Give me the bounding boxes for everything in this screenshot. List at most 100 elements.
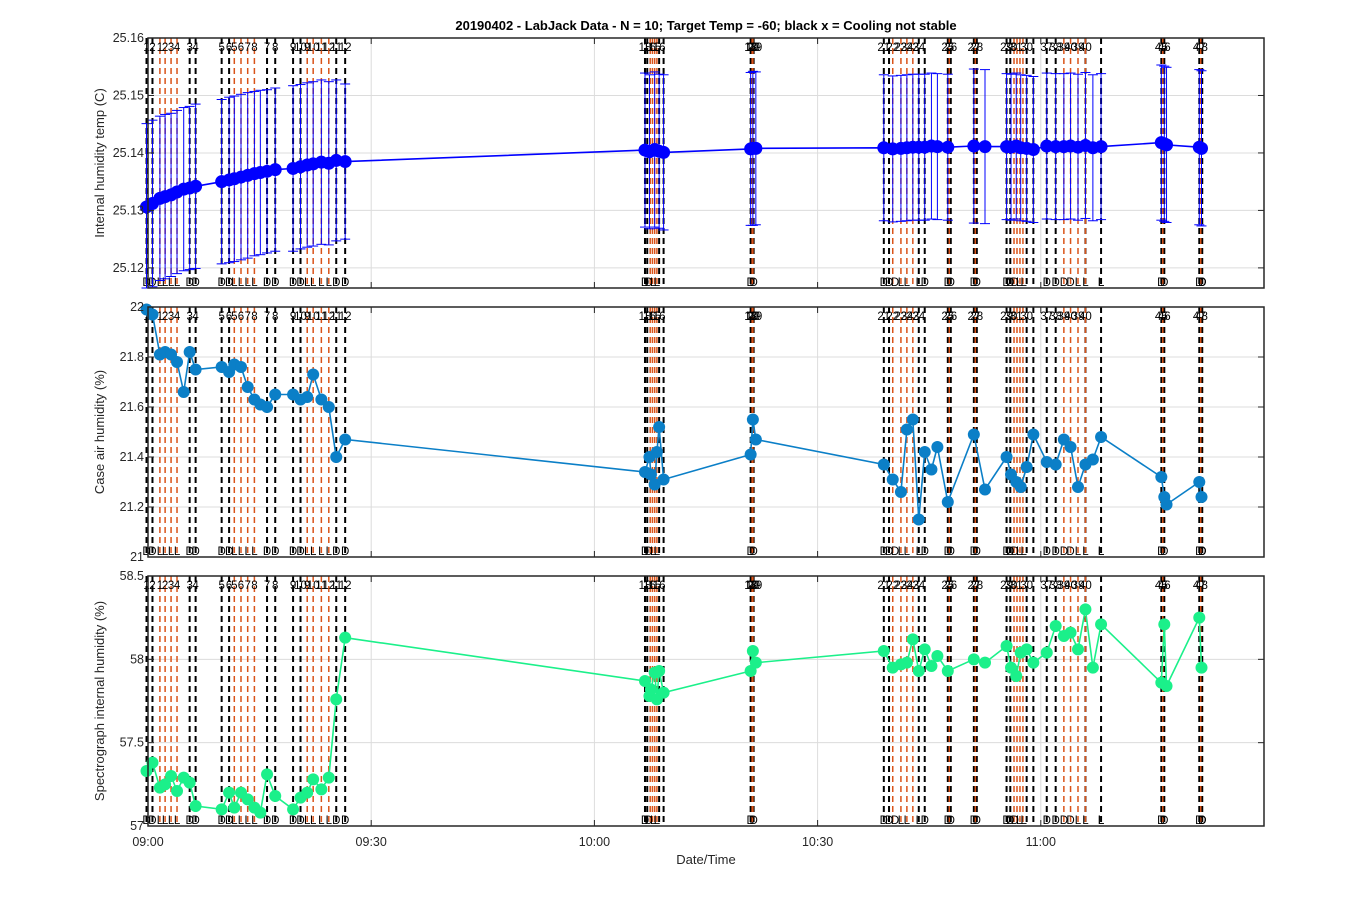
spectrograph-humidity-point — [301, 786, 314, 799]
spectrograph-humidity-point — [1064, 626, 1077, 639]
marker-top-label: 11 — [330, 311, 342, 323]
case-air-humidity-point — [648, 478, 661, 491]
marker-bottom-label: L — [168, 546, 175, 558]
marker-top-label: 20 — [747, 580, 760, 592]
spectrograph-humidity-point — [1072, 643, 1084, 656]
case-air-humidity-point — [241, 381, 254, 393]
marker-top-label: 12 — [339, 311, 352, 323]
spectrograph-humidity-point — [315, 783, 328, 796]
marker-bottom-label: L — [174, 815, 181, 827]
marker-bottom-label: L — [244, 546, 251, 558]
marker-bottom-label: D — [1043, 546, 1051, 558]
marker-top-label: 19 — [746, 42, 759, 54]
spectrograph-humidity-point — [1000, 640, 1013, 652]
marker-top-label: 40 — [1064, 580, 1077, 592]
marker-top-label: 6 — [238, 42, 244, 54]
marker-bottom-label: L — [157, 277, 164, 289]
marker-bottom-label: D — [1160, 277, 1168, 289]
marker-bottom-label: L — [1016, 815, 1023, 827]
marker-top-label: 6 — [226, 580, 232, 592]
case-air-humidity-point — [1155, 471, 1168, 483]
marker-top-label: 24 — [912, 42, 925, 54]
marker-bottom-label: L — [231, 546, 238, 558]
marker-top-label: 30 — [1020, 42, 1033, 54]
marker-bottom-label: D — [746, 546, 754, 558]
marker-top-label: 20 — [747, 311, 760, 323]
marker-top-label: 10 — [307, 580, 320, 592]
marker-bottom-label: D — [1002, 277, 1010, 289]
marker-bottom-label: L — [231, 815, 238, 827]
marker-top-label: 8 — [272, 311, 278, 323]
marker-top-label: 21 — [877, 311, 890, 323]
marker-top-label: 9 — [304, 580, 310, 592]
marker-bottom-label: D — [341, 277, 349, 289]
marker-top-label: 3 — [168, 311, 174, 323]
x-tick-label: 09:30 — [356, 835, 387, 849]
marker-top-label: 48 — [1195, 42, 1208, 54]
marker-bottom-label: D — [148, 546, 156, 558]
marker-bottom-label: L — [157, 546, 164, 558]
case-air-humidity-point — [1086, 453, 1099, 466]
marker-top-label: 28 — [970, 580, 983, 592]
case-air-humidity-point — [1160, 498, 1173, 511]
marker-bottom-label: D — [1195, 277, 1203, 289]
marker-top-label: 10 — [294, 311, 307, 323]
marker-top-label: 27 — [967, 580, 980, 592]
internal-humidity-temp-point — [268, 163, 282, 177]
marker-top-label: 37 — [1040, 42, 1053, 54]
spectrograph-humidity-point — [644, 683, 657, 696]
marker-bottom-label: D — [885, 815, 893, 827]
marker-bottom-label: L — [1098, 546, 1105, 558]
y-axis-label: Internal humidity temp (C) — [92, 88, 107, 238]
marker-top-label: 40 — [1079, 580, 1092, 592]
spectrograph-humidity-point — [269, 790, 282, 802]
marker-bottom-label: L — [1020, 815, 1027, 827]
marker-bottom-label: D — [225, 277, 233, 289]
case-air-humidity-point — [918, 446, 931, 458]
marker-top-label: 22 — [886, 580, 899, 592]
marker-top-label: 19 — [746, 580, 759, 592]
marker-bottom-label: L — [1075, 277, 1082, 289]
marker-bottom-label: L — [326, 815, 333, 827]
marker-top-label: 5 — [218, 311, 224, 323]
marker-bottom-label: L — [1075, 815, 1082, 827]
marker-bottom-label: D — [947, 277, 955, 289]
marker-bottom-label: L — [1098, 546, 1105, 558]
marker-top-label: 7 — [264, 42, 270, 54]
spectrograph-humidity-point — [223, 786, 236, 799]
spectrograph-humidity-point — [967, 653, 980, 666]
case-air-humidity-point — [1014, 481, 1027, 493]
case-air-humidity-point — [1027, 428, 1040, 441]
marker-top-label: 26 — [944, 311, 957, 323]
marker-top-label: 4 — [192, 311, 199, 323]
marker-top-label: 28 — [970, 42, 983, 54]
marker-top-label: 24 — [912, 311, 925, 323]
marker-top-label: 47 — [1193, 580, 1206, 592]
marker-top-label: 11 — [330, 42, 342, 54]
marker-bottom-label: L — [1075, 546, 1082, 558]
marker-top-label: 37 — [1040, 580, 1053, 592]
marker-bottom-label: L — [1082, 277, 1089, 289]
marker-bottom-label: D — [1060, 546, 1068, 558]
marker-bottom-label: L — [1082, 815, 1089, 827]
marker-bottom-label: D — [1011, 277, 1019, 289]
marker-top-label: 4 — [192, 580, 199, 592]
y-tick-label: 21.8 — [120, 350, 144, 364]
marker-top-label: 25 — [941, 311, 954, 323]
marker-top-label: 2 — [162, 311, 168, 323]
marker-top-label: 26 — [944, 42, 957, 54]
spectrograph-humidity-point — [165, 770, 178, 782]
y-tick-label: 21.4 — [120, 450, 144, 464]
marker-bottom-label: D — [944, 546, 952, 558]
case-air-humidity-point — [749, 433, 762, 446]
marker-bottom-label: D — [880, 815, 888, 827]
marker-bottom-label: D — [191, 277, 199, 289]
spectrograph-humidity-point — [1160, 680, 1173, 692]
marker-top-label: 39 — [1072, 580, 1085, 592]
marker-bottom-label: D — [1198, 277, 1206, 289]
marker-top-label: 22 — [886, 311, 899, 323]
y-tick-label: 57 — [130, 819, 144, 833]
marker-bottom-label: L — [916, 546, 923, 558]
marker-bottom-label: D — [1002, 546, 1010, 558]
marker-top-label: 1 — [157, 42, 163, 54]
